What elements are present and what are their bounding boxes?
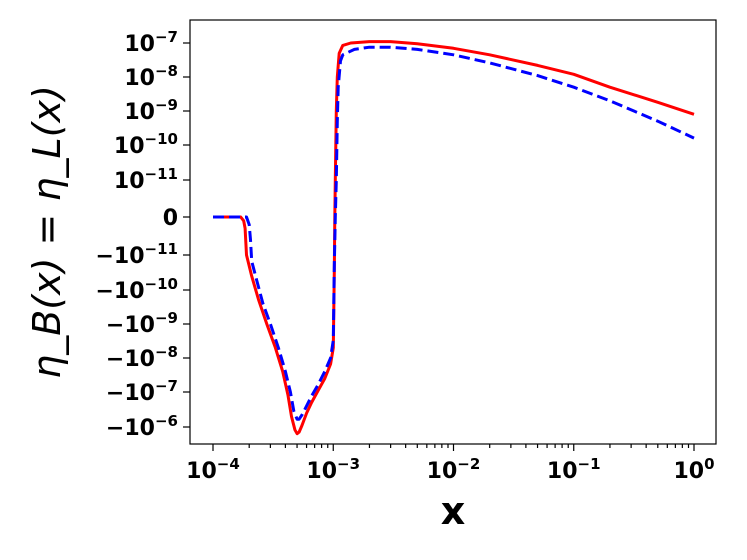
y-tick-label: −10−7 — [106, 377, 178, 406]
x-axis-label: x — [441, 489, 466, 533]
y-tick-label: 0 — [163, 206, 178, 231]
plot-frame — [189, 19, 717, 445]
y-tick-label: 10−8 — [124, 62, 178, 91]
y-tick-label: −10−9 — [106, 309, 178, 338]
y-tick-label: 10−10 — [114, 130, 178, 159]
ticks-layer: 10−4 10−3 10−2 10−1 100 10−7 10−8 10−9 10−10 10−1… — [95, 28, 714, 484]
x-tick-label: 10−3 — [306, 455, 360, 484]
x-tick-label: 10−1 — [547, 455, 601, 484]
series-line-2 — [213, 45, 695, 421]
y-tick-label: −10−8 — [106, 343, 178, 372]
series-line-1 — [213, 40, 695, 436]
x-tick-label: 10−2 — [427, 455, 481, 484]
y-tick-label: −10−11 — [95, 240, 178, 269]
x-tick-label: 100 — [673, 455, 714, 484]
y-tick-label: 10−9 — [124, 96, 178, 125]
y-tick-label: −10−6 — [106, 412, 178, 441]
x-tick-label: 10−4 — [186, 455, 240, 484]
y-axis-label: η_B(x) = η_L(x) — [25, 85, 69, 379]
y-tick-label: 10−7 — [124, 28, 178, 57]
y-tick-label: −10−10 — [95, 275, 178, 304]
series-layer — [213, 40, 695, 436]
y-tick-label: 10−11 — [114, 165, 178, 194]
